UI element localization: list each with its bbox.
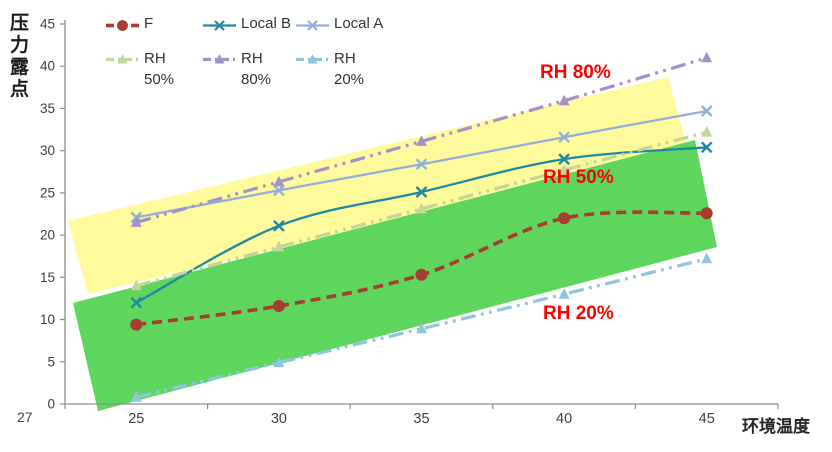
y-tick-label: 0	[47, 397, 55, 412]
data-point-marker	[701, 126, 713, 137]
legend: F Local B Local A RH 50% RH 80% RH 20%	[0, 0, 832, 95]
data-point-marker	[130, 216, 142, 227]
band-green-rh50-rh20	[73, 140, 717, 411]
data-point-marker	[416, 322, 427, 334]
data-point-marker	[273, 356, 285, 368]
x-tick-label: 25	[128, 411, 144, 427]
legend-item-f: F	[105, 15, 154, 33]
series-line	[135, 56, 708, 224]
legend-marker-glyph	[214, 54, 225, 64]
data-point-marker	[272, 300, 285, 312]
data-point-marker	[558, 131, 570, 144]
legend-item-rh-50-: RH 50%	[105, 51, 174, 88]
annotation-rh-20: RH 20%	[543, 303, 614, 324]
series-rh-20-	[130, 252, 713, 402]
data-point-marker	[558, 94, 570, 106]
series-rh-80-	[130, 51, 713, 227]
legend-label: Local A	[334, 15, 384, 32]
data-point-marker	[558, 153, 570, 165]
data-point-marker	[415, 158, 428, 171]
data-point-marker	[273, 175, 285, 187]
legend-marker-rh-80-	[203, 54, 236, 64]
y-tick-label: 20	[40, 228, 55, 243]
legend-marker-f	[106, 20, 139, 31]
series-rh-50-	[130, 126, 713, 291]
y-tick-label: 25	[40, 185, 55, 200]
y-tick-label: 40	[40, 59, 55, 74]
x-tick-label: 40	[556, 411, 572, 427]
x-tick-label: 35	[413, 411, 429, 427]
data-point-marker	[130, 391, 142, 402]
data-point-marker	[701, 252, 713, 264]
band-yellow-rh80-rh50	[68, 77, 688, 294]
legend-label: RH 50%	[144, 50, 175, 89]
legend-label: Local B	[241, 15, 292, 32]
legend-marker-glyph	[307, 20, 318, 31]
y-axis-title: 压力露点	[10, 13, 31, 100]
data-point-marker	[415, 268, 428, 281]
data-point-marker	[700, 105, 713, 117]
data-point-marker	[130, 279, 142, 291]
data-point-marker	[701, 51, 713, 63]
data-point-marker	[130, 296, 143, 309]
y-tick-label: 10	[40, 312, 55, 327]
legend-item-rh-20-: RH 20%	[295, 51, 364, 88]
x-tick-label: 45	[699, 411, 715, 427]
y-tick-label: 15	[40, 270, 55, 285]
series-f	[130, 207, 713, 331]
y-tick-label: 45	[40, 17, 55, 32]
y-tick-label: 35	[40, 101, 55, 116]
data-point-marker	[558, 164, 570, 175]
series-line	[135, 257, 708, 399]
data-point-marker	[700, 141, 713, 154]
data-point-marker	[416, 135, 427, 146]
legend-marker-rh-20-	[296, 54, 329, 64]
legend-item-local-b: Local B	[202, 15, 292, 33]
legend-item-rh-80-: RH 80%	[202, 51, 271, 88]
legend-label: RH 20%	[334, 50, 365, 89]
series-local-b	[130, 141, 713, 309]
series-line	[135, 130, 708, 288]
stray-axis-label: 27	[17, 409, 33, 425]
legend-marker-local-a	[296, 20, 329, 31]
x-axis-title: 环境温度	[742, 417, 810, 436]
legend-marker-glyph	[214, 20, 225, 31]
data-point-marker	[416, 202, 427, 214]
legend-label: RH 80%	[241, 50, 272, 89]
data-point-marker	[130, 318, 143, 331]
legend-marker-glyph	[117, 54, 128, 64]
legend-label: F	[144, 15, 154, 32]
y-tick-label: 30	[40, 143, 55, 158]
data-point-marker	[415, 186, 428, 198]
annotation-rh-50: RH 50%	[543, 167, 614, 188]
x-tick-label: 30	[271, 411, 287, 427]
data-point-marker	[700, 207, 713, 220]
legend-item-local-a: Local A	[295, 15, 384, 33]
legend-marker-glyph	[307, 54, 318, 64]
data-point-marker	[273, 184, 285, 197]
data-point-marker	[273, 219, 285, 232]
legend-marker-glyph	[117, 20, 128, 31]
annotation-rh-80: RH 80%	[540, 62, 611, 83]
legend-marker-local-b	[203, 20, 236, 31]
legend-marker-rh-50-	[106, 54, 139, 64]
data-point-marker	[558, 288, 570, 299]
y-tick-label: 5	[47, 354, 55, 369]
data-point-marker	[558, 212, 571, 225]
data-point-marker	[273, 240, 285, 252]
